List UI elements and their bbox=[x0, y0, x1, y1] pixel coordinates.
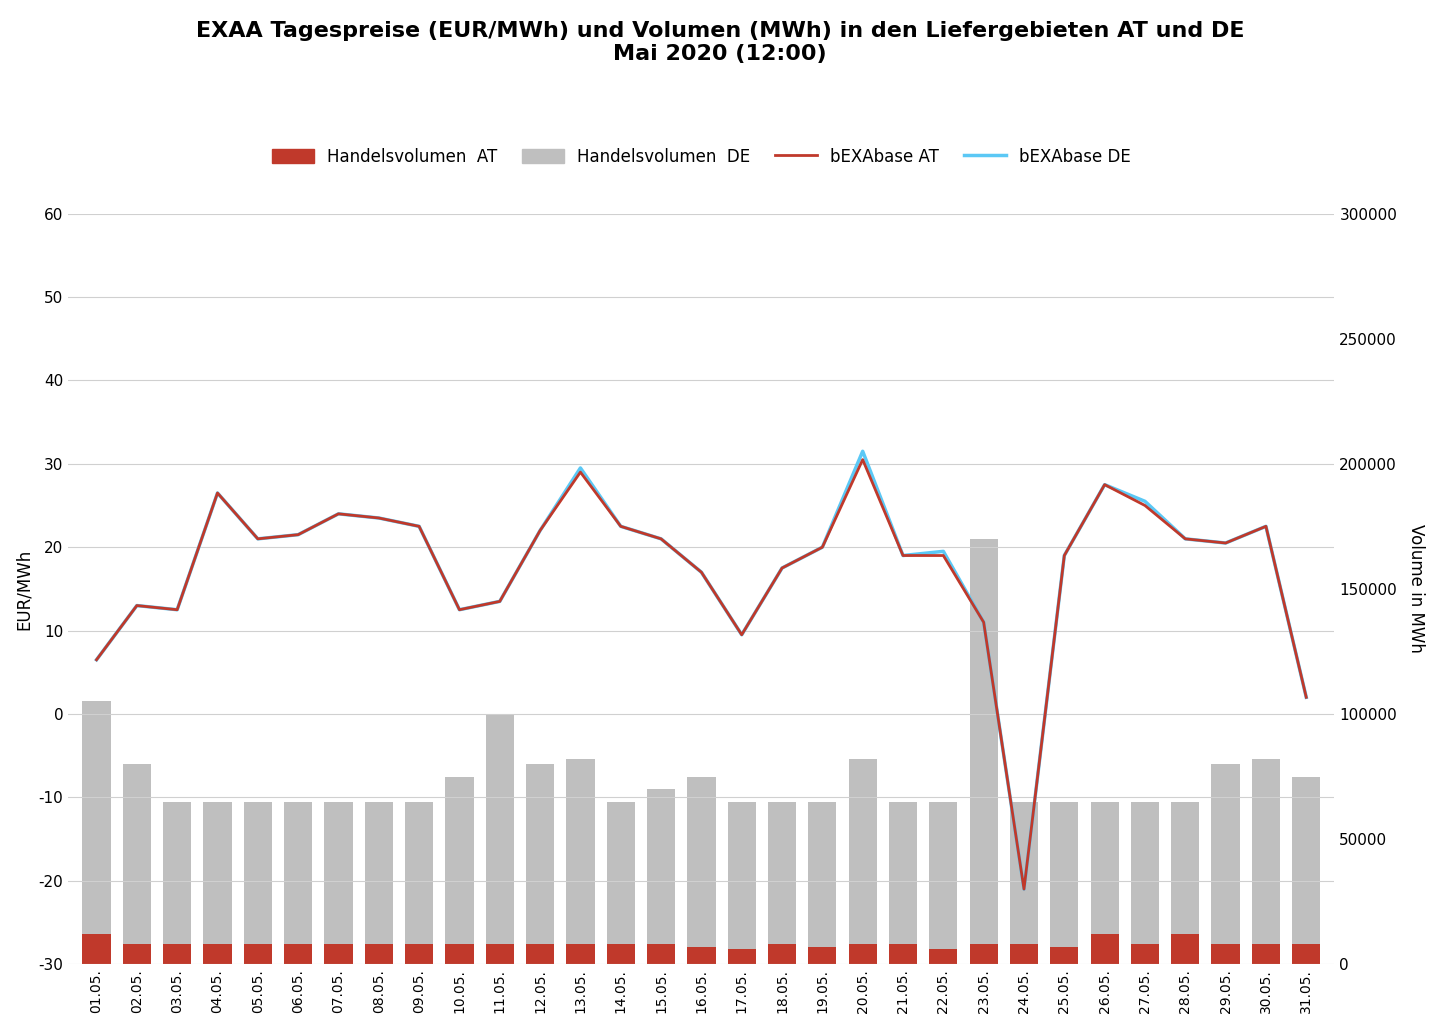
Bar bbox=[969, 944, 998, 964]
Bar bbox=[405, 944, 433, 964]
Bar bbox=[929, 949, 958, 964]
Bar bbox=[1130, 944, 1159, 964]
Bar bbox=[243, 802, 272, 964]
Bar bbox=[122, 944, 151, 964]
Bar bbox=[445, 944, 474, 964]
Bar bbox=[324, 944, 353, 964]
Bar bbox=[163, 802, 192, 964]
Bar bbox=[1130, 802, 1159, 964]
Bar bbox=[888, 944, 917, 964]
Bar bbox=[1050, 802, 1079, 964]
Bar bbox=[929, 802, 958, 964]
Bar bbox=[566, 759, 595, 964]
Bar bbox=[445, 776, 474, 964]
Bar bbox=[203, 944, 232, 964]
Bar bbox=[284, 802, 312, 964]
Bar bbox=[82, 701, 111, 964]
Bar bbox=[243, 944, 272, 964]
Bar bbox=[1292, 944, 1320, 964]
Bar bbox=[848, 759, 877, 964]
Bar bbox=[888, 802, 917, 964]
Bar bbox=[606, 802, 635, 964]
Bar bbox=[687, 947, 716, 964]
Bar bbox=[1050, 947, 1079, 964]
Bar bbox=[364, 802, 393, 964]
Bar bbox=[848, 944, 877, 964]
Bar bbox=[284, 944, 312, 964]
Bar bbox=[606, 944, 635, 964]
Bar bbox=[1171, 934, 1200, 964]
Text: EXAA Tagespreise (EUR/MWh) und Volumen (MWh) in den Liefergebieten AT und DE
Mai: EXAA Tagespreise (EUR/MWh) und Volumen (… bbox=[196, 21, 1244, 64]
Bar bbox=[526, 764, 554, 964]
Bar bbox=[1292, 776, 1320, 964]
Y-axis label: Volume in MWh: Volume in MWh bbox=[1407, 524, 1426, 654]
Bar bbox=[485, 944, 514, 964]
Bar bbox=[969, 539, 998, 964]
Bar bbox=[405, 802, 433, 964]
Bar bbox=[1009, 944, 1038, 964]
Bar bbox=[82, 934, 111, 964]
Bar bbox=[1251, 759, 1280, 964]
Bar bbox=[727, 949, 756, 964]
Bar bbox=[1171, 802, 1200, 964]
Bar bbox=[808, 947, 837, 964]
Bar bbox=[768, 944, 796, 964]
Bar bbox=[163, 944, 192, 964]
Bar bbox=[768, 802, 796, 964]
Bar bbox=[1251, 944, 1280, 964]
Bar bbox=[1090, 934, 1119, 964]
Bar bbox=[647, 944, 675, 964]
Bar bbox=[566, 944, 595, 964]
Bar bbox=[687, 776, 716, 964]
Bar bbox=[1090, 802, 1119, 964]
Bar bbox=[1009, 802, 1038, 964]
Bar bbox=[647, 790, 675, 964]
Legend: Handelsvolumen  AT, Handelsvolumen  DE, bEXAbase AT, bEXAbase DE: Handelsvolumen AT, Handelsvolumen DE, bE… bbox=[264, 140, 1139, 174]
Y-axis label: EUR/MWh: EUR/MWh bbox=[14, 548, 33, 629]
Bar bbox=[324, 802, 353, 964]
Bar bbox=[364, 944, 393, 964]
Bar bbox=[122, 764, 151, 964]
Bar bbox=[485, 714, 514, 964]
Bar bbox=[526, 944, 554, 964]
Bar bbox=[1211, 944, 1240, 964]
Bar bbox=[808, 802, 837, 964]
Bar bbox=[727, 802, 756, 964]
Bar bbox=[1211, 764, 1240, 964]
Bar bbox=[203, 802, 232, 964]
